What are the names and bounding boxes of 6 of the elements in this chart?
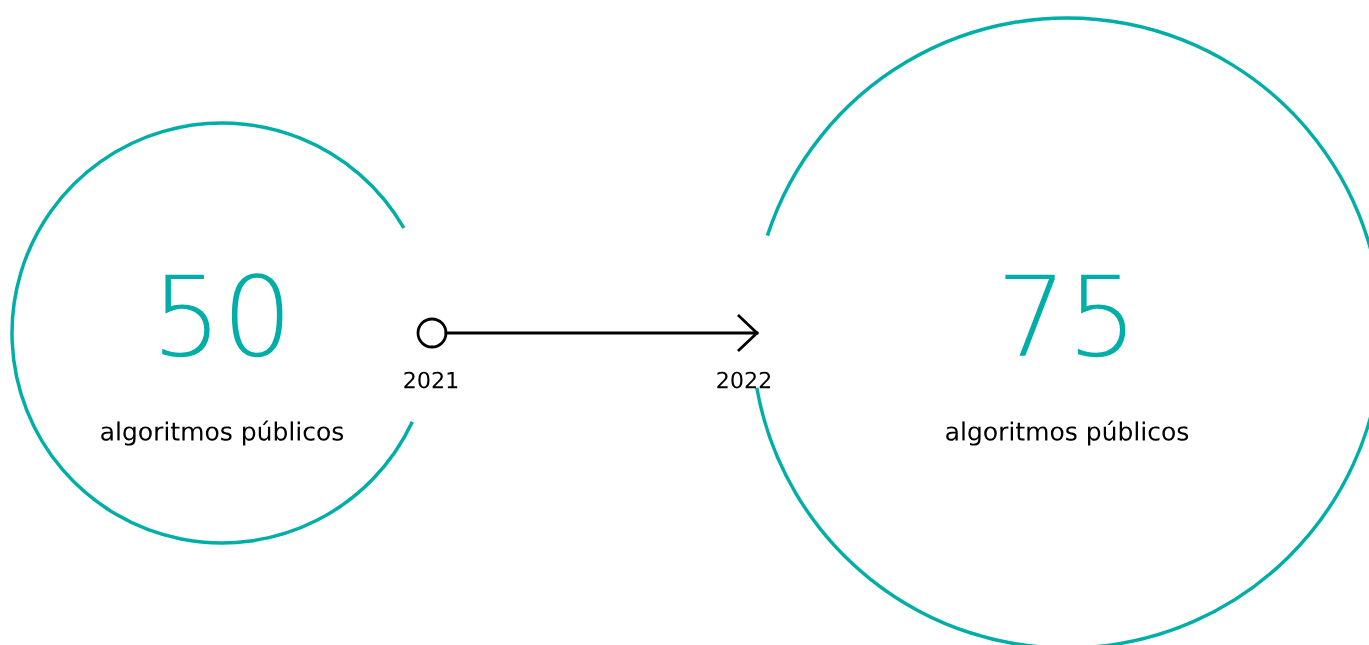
category-label: 2022 <box>717 371 771 389</box>
data-label: 75 <box>1005 274 1126 358</box>
text: algoritmos públicos <box>101 420 344 446</box>
data-label: 50 <box>162 273 283 358</box>
text: algoritmos públicos <box>946 420 1189 446</box>
category-label: 2021 <box>404 371 458 389</box>
